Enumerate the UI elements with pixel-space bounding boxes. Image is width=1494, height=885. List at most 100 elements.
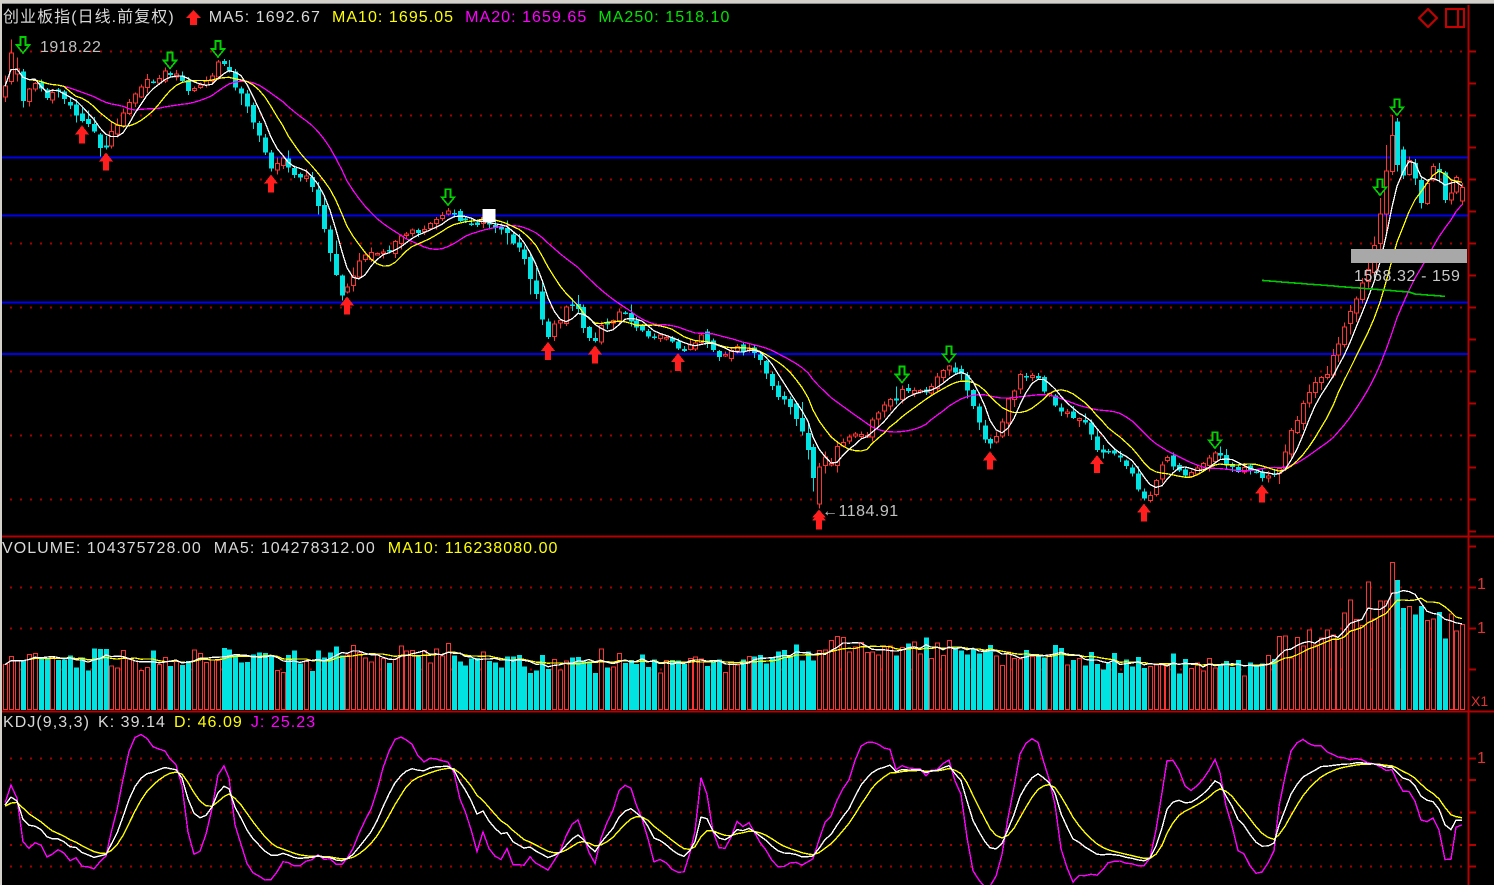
volume-bar [1277, 635, 1282, 710]
volume-bar [198, 652, 203, 711]
candle-body [717, 350, 722, 358]
candle-body [941, 369, 946, 379]
volume-bar [227, 649, 232, 710]
candle-body [1207, 457, 1212, 466]
volume-bar [776, 651, 781, 710]
volume-bar [481, 651, 486, 710]
period-low-label: ←1184.91 [822, 503, 899, 520]
volume-bar [971, 648, 976, 710]
volume-bar [104, 649, 109, 710]
volume-bar [983, 650, 988, 710]
buy-signal-arrow [264, 174, 278, 193]
candle-body [1449, 192, 1454, 201]
candle-body [1106, 450, 1111, 453]
vol-header-seg-0: VOLUME: 104375728.00 [2, 540, 202, 557]
trendline-handle[interactable] [482, 208, 496, 222]
candle-body [428, 223, 433, 230]
volume-bar [570, 657, 575, 710]
volume-bar [298, 663, 303, 710]
volume-bar [334, 646, 339, 710]
candle-body [1443, 172, 1448, 200]
volume-bar [1336, 638, 1341, 711]
volume-bar [3, 664, 8, 711]
candle-body [971, 390, 976, 406]
candle-body [1118, 455, 1123, 458]
volume-bar [151, 650, 156, 710]
candle-body [1454, 176, 1459, 193]
candle-body [74, 104, 79, 116]
volume-bar [552, 659, 557, 711]
volume-bar [1283, 635, 1288, 711]
candle-body [640, 325, 645, 331]
candle-body [988, 439, 993, 444]
candle-body [634, 320, 639, 328]
drawn-range-label: 1568.32 - 159 [1354, 268, 1461, 285]
volume-bar [381, 658, 386, 710]
candle-body [98, 134, 103, 149]
volume-bar [1390, 561, 1395, 711]
volume-bar [1372, 618, 1377, 711]
candle-body [239, 88, 244, 94]
volume-bar [1266, 655, 1271, 710]
volume-bar [1348, 599, 1353, 711]
diamond-tool-icon[interactable] [1417, 7, 1439, 29]
volume-bar [304, 661, 309, 710]
candle-body [281, 157, 286, 166]
candle-body [1142, 491, 1147, 499]
candle-body [1183, 469, 1188, 476]
volume-bar [80, 657, 85, 710]
volume-bar [263, 653, 268, 710]
volume-bar [581, 660, 586, 710]
volume-bar [1130, 666, 1135, 710]
volume-bar [729, 661, 734, 710]
volume-bar [9, 656, 14, 710]
candle-body [68, 102, 73, 106]
volume-bar [1360, 624, 1365, 711]
candle-body [163, 70, 168, 82]
low-marker-triangle [812, 509, 826, 518]
candle-body [894, 398, 899, 401]
volume-axis-label-100m: 1 [1477, 620, 1486, 637]
volume-bar [894, 655, 899, 710]
candle-body [705, 331, 710, 343]
kdj-j-line [4, 733, 1463, 885]
volume-bar [239, 662, 244, 710]
volume-bar [269, 655, 274, 710]
volume-bar [133, 660, 138, 710]
candle-body [646, 331, 651, 337]
volume-bar [469, 658, 474, 710]
volume-bar [1053, 644, 1058, 710]
volume-bar [1148, 665, 1153, 710]
volume-bar [505, 656, 510, 710]
volume-bar [977, 653, 982, 710]
buy-signal-arrow [671, 353, 685, 372]
candle-body [463, 218, 468, 221]
candle-body [80, 113, 85, 122]
sell-signal-arrow [893, 365, 911, 384]
volume-bar [68, 655, 73, 710]
volume-bar [741, 659, 746, 710]
candle-body [1413, 162, 1418, 179]
volume-bar [1142, 668, 1147, 710]
volume-bar [806, 651, 811, 710]
drawn-range-box[interactable] [1351, 249, 1467, 263]
volume-bar [1242, 675, 1247, 711]
candle-body [1266, 475, 1271, 479]
candle-body [1230, 465, 1235, 467]
candle-body [151, 81, 156, 84]
volume-bar [835, 636, 840, 710]
volume-bar [434, 648, 439, 710]
candle-body [1378, 213, 1383, 244]
candle-body [210, 75, 215, 82]
volume-bar [670, 659, 675, 710]
candle-body [1260, 472, 1265, 478]
volume-axis-label-150m: 1 [1477, 576, 1486, 593]
volume-bar [416, 656, 421, 710]
volume-bar [1454, 630, 1459, 710]
split-window-icon[interactable] [1445, 8, 1465, 28]
volume-ma5-line [4, 589, 1463, 668]
buy-signal-arrow [340, 296, 354, 315]
volume-bar [965, 654, 970, 710]
candle-body [186, 80, 191, 91]
